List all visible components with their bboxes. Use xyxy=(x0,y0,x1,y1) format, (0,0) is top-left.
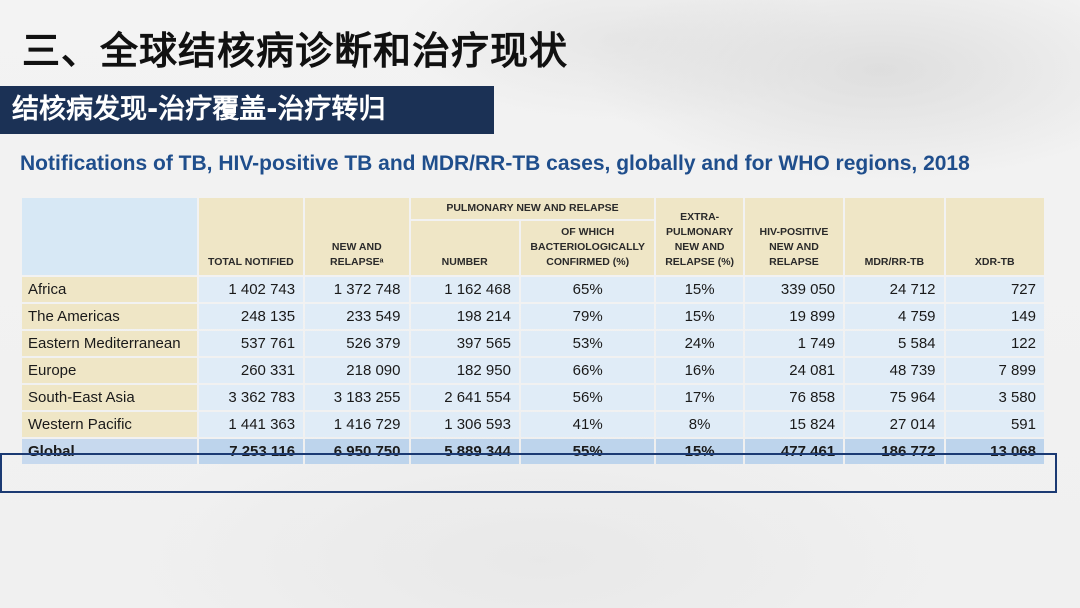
bacteriologically-confirmed-cell: 66% xyxy=(520,358,655,383)
total-notified-cell: 248 135 xyxy=(198,304,304,329)
region-cell: South-East Asia xyxy=(22,385,197,410)
total-notified-cell: 7 253 116 xyxy=(198,439,304,464)
pulmonary-number-cell: 198 214 xyxy=(410,304,519,329)
mdr-rr-tb-cell: 186 772 xyxy=(845,439,944,464)
new-relapse-cell: 3 183 255 xyxy=(305,385,409,410)
pulmonary-number-cell: 397 565 xyxy=(410,331,519,356)
bacteriologically-confirmed-cell: 55% xyxy=(520,439,655,464)
table-row: The Americas 248 135 233 549 198 214 79%… xyxy=(22,304,1044,329)
mdr-rr-tb-cell: 48 739 xyxy=(845,358,944,383)
mdr-rr-tb-cell: 75 964 xyxy=(845,385,944,410)
page-title: 三、全球结核病诊断和治疗现状 xyxy=(22,29,569,73)
xdr-tb-cell: 7 899 xyxy=(945,358,1044,383)
region-cell: Eastern Mediterranean xyxy=(22,331,197,356)
table-row: Africa 1 402 743 1 372 748 1 162 468 65%… xyxy=(22,277,1044,302)
header-row-sub: NUMBER OF WHICH BACTERIOLOGICALLY CONFIR… xyxy=(22,221,1044,275)
table-row: Eastern Mediterranean 537 761 526 379 39… xyxy=(22,331,1044,356)
col-header-new-and-relapse: NEW AND RELAPSEᵃ xyxy=(305,198,409,275)
extra-pulmonary-cell: 16% xyxy=(656,358,743,383)
hiv-positive-cell: 15 824 xyxy=(744,412,844,437)
xdr-tb-cell: 727 xyxy=(945,277,1044,302)
xdr-tb-cell: 13 068 xyxy=(945,439,1044,464)
pulmonary-number-cell: 2 641 554 xyxy=(410,385,519,410)
header-row-top: TOTAL NOTIFIED NEW AND RELAPSEᵃ PULMONAR… xyxy=(22,198,1044,275)
region-cell: Western Pacific xyxy=(22,412,197,437)
new-relapse-cell: 1 416 729 xyxy=(305,412,409,437)
hiv-positive-cell: 339 050 xyxy=(744,277,844,302)
pulmonary-number-cell: 1 162 468 xyxy=(410,277,519,302)
table-row: South-East Asia 3 362 783 3 183 255 2 64… xyxy=(22,385,1044,410)
xdr-tb-cell: 149 xyxy=(945,304,1044,329)
mdr-rr-tb-cell: 27 014 xyxy=(845,412,944,437)
col-header-hiv-positive: HIV-POSITIVE NEW AND RELAPSE xyxy=(744,198,844,275)
table-row: Europe 260 331 218 090 182 950 66% 16% 2… xyxy=(22,358,1044,383)
total-notified-cell: 1 402 743 xyxy=(198,277,304,302)
mdr-rr-tb-cell: 24 712 xyxy=(845,277,944,302)
extra-pulmonary-cell: 24% xyxy=(656,331,743,356)
region-cell: Africa xyxy=(22,277,197,302)
group-header-pulmonary: PULMONARY NEW AND RELAPSE xyxy=(410,198,655,219)
bacteriologically-confirmed-cell: 53% xyxy=(520,331,655,356)
col-header-number: NUMBER xyxy=(410,221,519,275)
region-cell: Global xyxy=(22,439,197,464)
total-notified-cell: 260 331 xyxy=(198,358,304,383)
xdr-tb-cell: 591 xyxy=(945,412,1044,437)
hiv-positive-cell: 24 081 xyxy=(744,358,844,383)
col-header-bacteriologically-confirmed: OF WHICH BACTERIOLOGICALLY CONFIRMED (%) xyxy=(520,221,655,275)
col-header-extra-pulmonary: EXTRA-PULMONARY NEW AND RELAPSE (%) xyxy=(656,198,743,275)
hiv-positive-cell: 1 749 xyxy=(744,331,844,356)
bacteriologically-confirmed-cell: 56% xyxy=(520,385,655,410)
total-notified-cell: 537 761 xyxy=(198,331,304,356)
extra-pulmonary-cell: 15% xyxy=(656,277,743,302)
mdr-rr-tb-cell: 5 584 xyxy=(845,331,944,356)
col-header-xdr-tb: XDR-TB xyxy=(945,198,1044,275)
extra-pulmonary-cell: 17% xyxy=(656,385,743,410)
pulmonary-number-cell: 182 950 xyxy=(410,358,519,383)
extra-pulmonary-cell: 8% xyxy=(656,412,743,437)
total-notified-cell: 1 441 363 xyxy=(198,412,304,437)
table-body: Africa 1 402 743 1 372 748 1 162 468 65%… xyxy=(22,277,1044,464)
new-relapse-cell: 233 549 xyxy=(305,304,409,329)
pulmonary-number-cell: 5 889 344 xyxy=(410,439,519,464)
header-corner xyxy=(22,198,197,275)
region-cell: The Americas xyxy=(22,304,197,329)
col-header-mdr-rr-tb: MDR/RR-TB xyxy=(845,198,944,275)
global-total-row: Global 7 253 116 6 950 750 5 889 344 55%… xyxy=(22,439,1044,464)
pulmonary-number-cell: 1 306 593 xyxy=(410,412,519,437)
mdr-rr-tb-cell: 4 759 xyxy=(845,304,944,329)
new-relapse-cell: 1 372 748 xyxy=(305,277,409,302)
xdr-tb-cell: 122 xyxy=(945,331,1044,356)
hiv-positive-cell: 477 461 xyxy=(744,439,844,464)
bacteriologically-confirmed-cell: 65% xyxy=(520,277,655,302)
hiv-positive-cell: 19 899 xyxy=(744,304,844,329)
bacteriologically-confirmed-cell: 79% xyxy=(520,304,655,329)
extra-pulmonary-cell: 15% xyxy=(656,439,743,464)
table-row: Western Pacific 1 441 363 1 416 729 1 30… xyxy=(22,412,1044,437)
section-banner: 结核病发现-治疗覆盖-治疗转归 xyxy=(0,86,494,134)
col-header-total-notified: TOTAL NOTIFIED xyxy=(198,198,304,275)
tb-notifications-table: TOTAL NOTIFIED NEW AND RELAPSEᵃ PULMONAR… xyxy=(20,196,1046,466)
region-cell: Europe xyxy=(22,358,197,383)
xdr-tb-cell: 3 580 xyxy=(945,385,1044,410)
extra-pulmonary-cell: 15% xyxy=(656,304,743,329)
new-relapse-cell: 6 950 750 xyxy=(305,439,409,464)
total-notified-cell: 3 362 783 xyxy=(198,385,304,410)
hiv-positive-cell: 76 858 xyxy=(744,385,844,410)
table-caption: Notifications of TB, HIV-positive TB and… xyxy=(20,152,970,175)
bacteriologically-confirmed-cell: 41% xyxy=(520,412,655,437)
new-relapse-cell: 526 379 xyxy=(305,331,409,356)
new-relapse-cell: 218 090 xyxy=(305,358,409,383)
